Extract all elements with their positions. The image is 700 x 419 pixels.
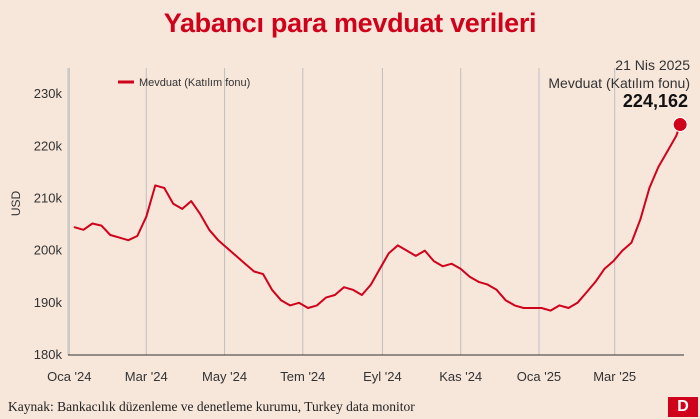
data-point [621, 249, 624, 252]
data-point [549, 309, 552, 312]
chart-title: Yabancı para mevduat verileri [163, 8, 537, 38]
data-point [639, 218, 642, 221]
data-point [666, 150, 669, 153]
data-points [73, 123, 681, 312]
brand-logo: D [668, 397, 698, 417]
data-point [675, 135, 678, 137]
data-point [441, 265, 444, 268]
data-point [379, 268, 381, 270]
data-point [657, 166, 660, 168]
data-point [397, 244, 399, 247]
data-point [154, 184, 157, 187]
data-point [280, 299, 282, 302]
data-point [540, 307, 543, 309]
series-line-mevduat [74, 124, 682, 312]
x-tick-label: Oca '25 [517, 369, 561, 384]
data-point [585, 291, 588, 294]
data-point [576, 302, 579, 304]
data-point [648, 187, 651, 189]
x-tick-label: Tem '24 [280, 369, 325, 384]
x-tick-label: Mar '25 [593, 369, 636, 384]
y-tick-label: 180k [34, 347, 63, 362]
data-point [127, 239, 130, 241]
data-point [370, 283, 372, 286]
data-point [307, 307, 309, 309]
data-point [630, 242, 633, 244]
data-point [603, 268, 606, 270]
annotation-value: 224,162 [623, 91, 688, 111]
data-point [594, 281, 597, 283]
y-tick-label: 220k [34, 138, 63, 153]
data-point [450, 262, 453, 265]
data-point [477, 281, 480, 283]
source-note: Kaynak: Bankacılık düzenleme ve denetlem… [8, 399, 415, 414]
data-point [522, 307, 525, 309]
data-point [145, 215, 148, 218]
data-point [244, 262, 246, 265]
data-point [504, 299, 507, 302]
data-point [271, 288, 273, 291]
data-point [334, 294, 336, 296]
data-point [136, 235, 139, 237]
y-axis-ticks: 180k 190k 200k 210k 220k 230k [34, 86, 63, 362]
data-point [100, 224, 103, 227]
y-tick-label: 230k [34, 86, 63, 101]
data-point [217, 239, 219, 241]
data-point [468, 275, 471, 278]
data-point [208, 228, 210, 231]
data-point [432, 260, 435, 262]
data-point [91, 222, 94, 225]
data-point [163, 187, 166, 189]
legend-label: Mevduat (Katılım fonu) [139, 77, 250, 89]
data-point [235, 255, 237, 257]
y-axis-label: USD [9, 191, 23, 217]
data-point [181, 208, 184, 210]
annotation-series: Mevduat (Katılım fonu) [548, 75, 690, 91]
data-point [82, 228, 85, 231]
data-point [352, 288, 354, 291]
data-point [406, 249, 408, 252]
data-point [262, 273, 264, 275]
y-tick-label: 200k [34, 243, 63, 258]
data-point [343, 286, 345, 288]
x-tick-label: Oca '24 [47, 369, 91, 384]
data-point [73, 226, 76, 228]
data-point [567, 307, 570, 309]
gridlines [67, 68, 616, 355]
data-point [325, 296, 327, 299]
data-point [118, 236, 121, 239]
data-point [423, 249, 426, 252]
data-point [558, 304, 561, 307]
data-point [199, 213, 201, 215]
data-point [226, 247, 228, 249]
data-point [612, 260, 615, 262]
x-tick-label: Kas '24 [439, 369, 482, 384]
data-point [361, 294, 363, 296]
y-tick-label: 210k [34, 190, 63, 205]
annotation-date: 21 Nis 2025 [615, 57, 690, 73]
x-tick-label: Mar '24 [125, 369, 168, 384]
y-tick-label: 190k [34, 295, 63, 310]
data-point [316, 304, 318, 307]
data-point [172, 202, 175, 205]
data-point [289, 304, 291, 307]
legend: Mevduat (Katılım fonu) [118, 77, 250, 89]
data-point [495, 288, 498, 291]
data-point [486, 283, 489, 286]
data-point [109, 234, 112, 236]
data-point [459, 268, 462, 270]
x-axis-ticks: Oca '24 Mar '24 May '24 Tem '24 Eyl '24 Kas '… [47, 369, 636, 384]
end-point-marker [672, 117, 688, 133]
data-point [513, 304, 516, 307]
x-tick-label: Eyl '24 [363, 369, 402, 384]
x-tick-label: May '24 [202, 369, 247, 384]
data-point [298, 302, 300, 304]
data-point [414, 255, 417, 257]
data-point [388, 252, 390, 255]
data-point [531, 307, 534, 309]
data-point [190, 200, 192, 202]
data-point [253, 270, 255, 273]
